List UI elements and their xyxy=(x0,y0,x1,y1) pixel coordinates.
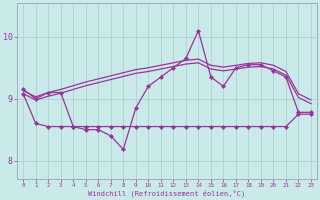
X-axis label: Windchill (Refroidissement éolien,°C): Windchill (Refroidissement éolien,°C) xyxy=(88,190,246,197)
